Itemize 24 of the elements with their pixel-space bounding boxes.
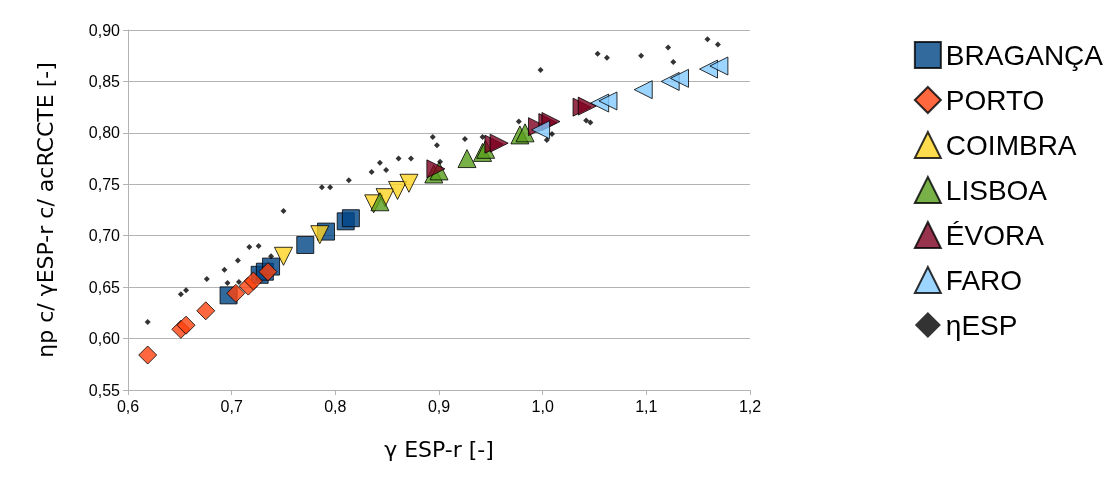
y-tick-label: 0,85	[88, 72, 121, 90]
y-tick-label: 0,65	[88, 278, 121, 296]
y-axis-title: ηp c/ γESP-r c/ acRCCTE [-]	[32, 62, 58, 358]
y-tick-label: 0,70	[88, 227, 121, 245]
x-tick-label: 0,9	[427, 397, 451, 415]
legend-label: FARO	[945, 264, 1023, 296]
x-tick-label: 0,8	[324, 397, 347, 415]
y-tick-label: 0,60	[88, 330, 121, 348]
y-tick-label: 0,55	[88, 381, 121, 399]
legend-label: LISBOA	[945, 174, 1048, 206]
x-tick-label: 0,6	[116, 397, 140, 415]
legend-label: PORTO	[945, 84, 1045, 116]
x-axis-title: γ ESP-r [-]	[384, 436, 494, 462]
x-tick-label: 1,2	[738, 397, 762, 415]
y-tick-label: 0,75	[88, 175, 121, 193]
x-tick-label: 0,7	[220, 397, 243, 415]
x-tick-label: 1,0	[531, 397, 554, 415]
y-tick-label: 0,90	[88, 21, 121, 39]
x-tick-label: 1,1	[635, 397, 658, 415]
legend-label: COIMBRA	[945, 129, 1077, 161]
legend-label: BRAGANÇA	[945, 39, 1104, 71]
legend-label: ηESP	[945, 309, 1018, 341]
legend-label: ÉVORA	[945, 219, 1045, 251]
y-tick-label: 0,80	[88, 124, 121, 142]
